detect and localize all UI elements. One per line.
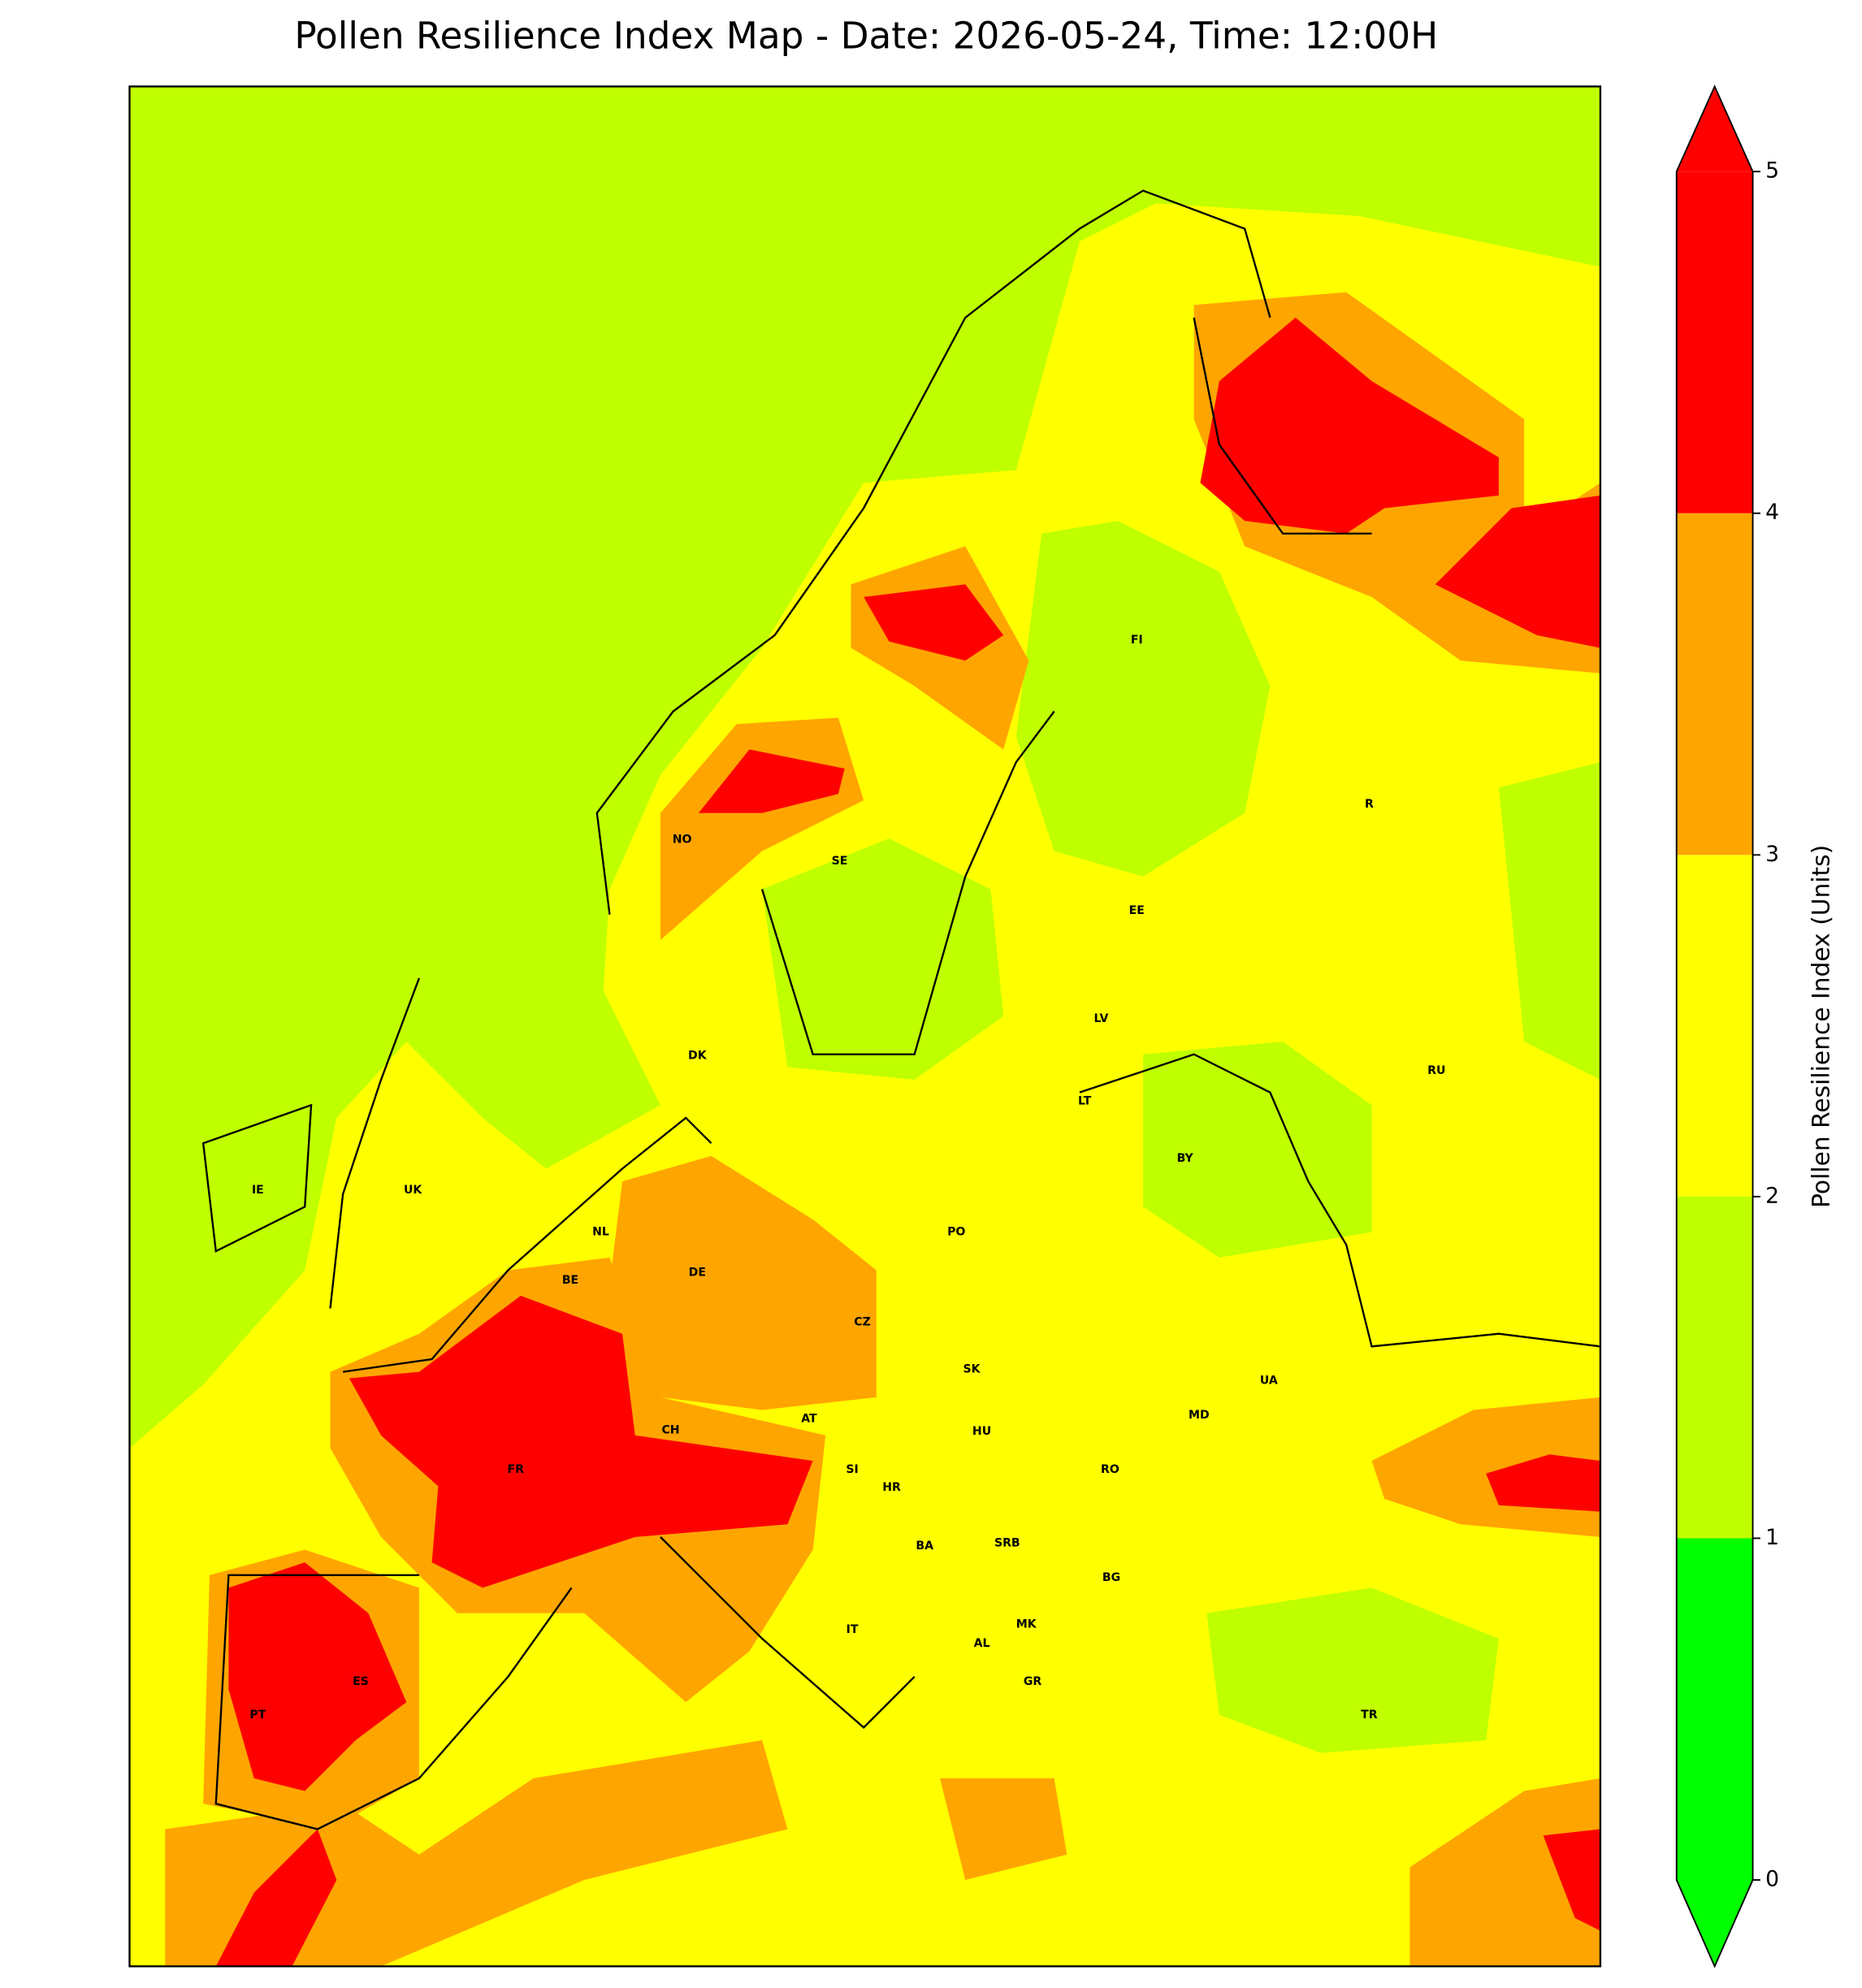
colorbar-tick-label: 2 <box>1765 1183 1779 1208</box>
map-frame <box>128 85 1602 1968</box>
country-label: AT <box>801 1412 817 1425</box>
country-label: SRB <box>994 1537 1020 1550</box>
region <box>215 1829 337 1967</box>
country-label: SK <box>963 1362 981 1375</box>
country-label: PT <box>249 1709 266 1722</box>
country-label: DE <box>689 1267 706 1280</box>
country-label: ES <box>353 1675 369 1688</box>
region <box>609 1155 877 1410</box>
colorbar-extend-under <box>1676 1879 1753 1967</box>
region <box>939 1778 1067 1880</box>
region <box>349 1295 813 1588</box>
country-label: CH <box>661 1424 679 1437</box>
colorbar-tick-label: 4 <box>1765 500 1779 525</box>
country-label: UA <box>1260 1375 1278 1388</box>
colorbar-segment <box>1676 513 1753 855</box>
colorbar-segment <box>1676 1196 1753 1539</box>
region <box>762 838 1004 1081</box>
colorbar-tick-label: 1 <box>1765 1525 1779 1550</box>
country-label: R <box>1365 798 1374 811</box>
region <box>1015 521 1271 877</box>
country-label: SE <box>832 855 848 868</box>
country-label: RO <box>1101 1463 1119 1476</box>
region <box>1435 495 1600 648</box>
region <box>1409 1778 1600 1967</box>
country-label: BY <box>1177 1152 1194 1165</box>
colorbar-tick-label: 5 <box>1765 158 1779 184</box>
map-field <box>129 86 1600 1967</box>
colorbar-tick-label: 0 <box>1765 1866 1779 1891</box>
region <box>1543 1829 1600 1931</box>
colorbar-tick-label: 3 <box>1765 842 1779 867</box>
country-label: BE <box>562 1274 578 1287</box>
colorbar-segment <box>1676 171 1753 513</box>
country-label: MK <box>1016 1618 1037 1631</box>
colorbar-segment <box>1676 1538 1753 1880</box>
colorbar-segment <box>1676 855 1753 1197</box>
region <box>1206 1587 1499 1753</box>
country-label: EE <box>1129 904 1145 917</box>
region <box>1498 762 1600 1081</box>
country-label: GR <box>1024 1675 1042 1688</box>
country-label: IE <box>252 1184 264 1197</box>
region <box>864 584 1004 661</box>
region <box>1486 1454 1600 1512</box>
region <box>1200 317 1499 534</box>
colorbar-extend-over <box>1676 86 1753 172</box>
coastline <box>201 977 916 1830</box>
country-label: FR <box>508 1463 525 1476</box>
colorbar-label: Pollen Resilience Index (Units) <box>1807 845 1835 1208</box>
country-label: FI <box>1131 634 1143 647</box>
country-label: DK <box>688 1049 708 1062</box>
country-label: PO <box>947 1226 965 1239</box>
country-label: TR <box>1361 1709 1378 1722</box>
country-label: RU <box>1427 1064 1445 1077</box>
country-label: AL <box>974 1637 990 1650</box>
country-label: HU <box>972 1425 991 1438</box>
country-label: NO <box>673 834 692 847</box>
region <box>228 1562 407 1791</box>
country-label: HR <box>882 1481 901 1494</box>
country-label: LT <box>1078 1095 1092 1108</box>
region <box>1143 1042 1372 1258</box>
country-label: IT <box>847 1623 859 1636</box>
chart-title: Pollen Resilience Index Map - Date: 2026… <box>294 15 1438 58</box>
country-label: MD <box>1189 1409 1210 1422</box>
country-label: CZ <box>854 1316 871 1329</box>
country-label: SI <box>846 1463 858 1476</box>
country-label: UK <box>404 1184 422 1197</box>
country-label: NL <box>592 1226 609 1239</box>
country-label: BA <box>916 1540 933 1553</box>
country-label: LV <box>1094 1012 1109 1025</box>
coastline <box>595 189 1600 1348</box>
region <box>698 749 845 813</box>
country-label: BG <box>1102 1571 1120 1584</box>
